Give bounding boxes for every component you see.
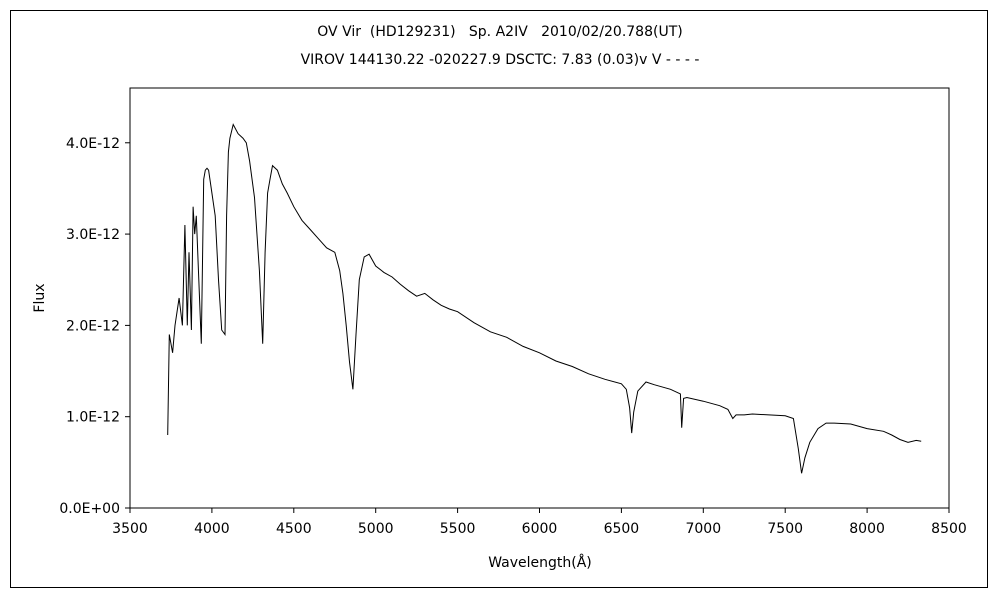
y-tick-label: 1.0E-12 <box>66 410 120 426</box>
x-axis: 3500 4000 4500 5000 5500 6000 6500 7000 7500 8000… <box>112 508 967 537</box>
x-tick-label: 6500 <box>604 521 640 537</box>
x-tick-label: 4500 <box>276 521 312 537</box>
x-tick-label: 5500 <box>440 521 476 537</box>
plot-area <box>129 87 950 509</box>
y-axis-label: Flux <box>32 283 48 312</box>
x-tick-label: 7000 <box>685 521 721 537</box>
x-tick-label: 5000 <box>358 521 394 537</box>
x-axis-label: Wavelength(Å) <box>488 554 592 571</box>
x-tick-label: 8000 <box>849 521 885 537</box>
spectrum-line <box>167 123 922 474</box>
x-tick-label: 7500 <box>767 521 803 537</box>
y-axis: 0.0E+00 1.0E-12 2.0E-12 3.0E-12 4.0E-12 <box>59 136 130 517</box>
chart-title-line-2: VIROV 144130.22 -020227.9 DSCTC: 7.83 (0… <box>300 52 700 68</box>
x-tick-label: 8500 <box>931 521 967 537</box>
x-tick-label: 4000 <box>194 521 230 537</box>
chart-frame <box>10 10 988 588</box>
y-tick-label: 3.0E-12 <box>66 227 120 243</box>
chart-title-line-1: OV Vir (HD129231) Sp. A2IV 2010/02/20.78… <box>317 24 683 40</box>
x-tick-label: 3500 <box>112 521 148 537</box>
y-tick-label: 2.0E-12 <box>66 318 120 334</box>
y-tick-label: 4.0E-12 <box>66 136 120 152</box>
y-tick-label: 0.0E+00 <box>59 501 120 517</box>
x-tick-label: 6000 <box>522 521 558 537</box>
